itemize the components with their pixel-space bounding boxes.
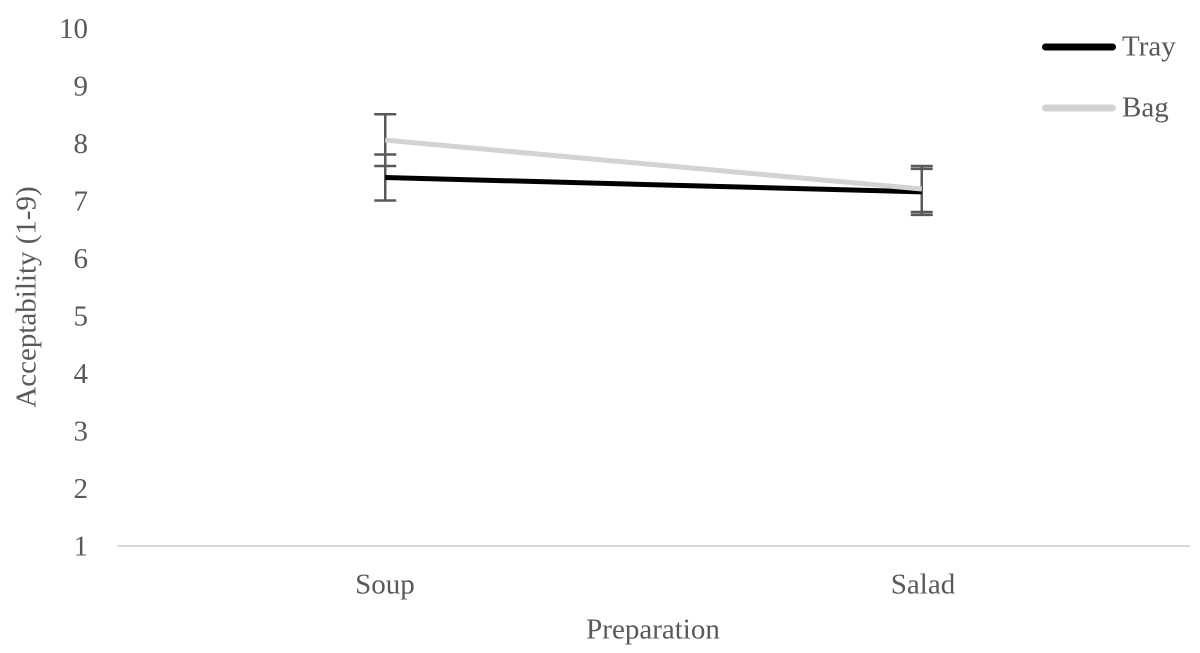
y-axis-title: Acceptability (1-9) — [10, 186, 43, 408]
y-tick-label: 7 — [74, 186, 89, 218]
x-tick-label-salad: Salad — [890, 568, 956, 601]
y-tick-label: 1 — [74, 531, 89, 563]
y-tick-label: 4 — [74, 358, 89, 390]
y-tick-label: 2 — [74, 473, 89, 505]
x-tick-label-soup: Soup — [355, 568, 415, 601]
bag-line-swatch — [1042, 104, 1116, 112]
y-tick-label: 3 — [74, 416, 89, 448]
y-tick-label: 5 — [74, 301, 89, 333]
y-tick-label: 6 — [74, 243, 89, 275]
y-tick-label: 10 — [59, 13, 88, 45]
tray-line-swatch — [1042, 43, 1116, 51]
legend-item-bag: Bag — [1042, 92, 1169, 125]
y-tick-label: 9 — [74, 71, 89, 103]
legend-label-tray: Tray — [1122, 30, 1176, 63]
legend-item-tray: Tray — [1042, 31, 1176, 64]
series-line-bag — [385, 137, 922, 192]
x-axis-title: Preparation — [586, 613, 720, 646]
y-tick-label: 8 — [74, 128, 89, 160]
series-line-tray — [385, 175, 922, 195]
legend-label-bag: Bag — [1122, 91, 1169, 124]
